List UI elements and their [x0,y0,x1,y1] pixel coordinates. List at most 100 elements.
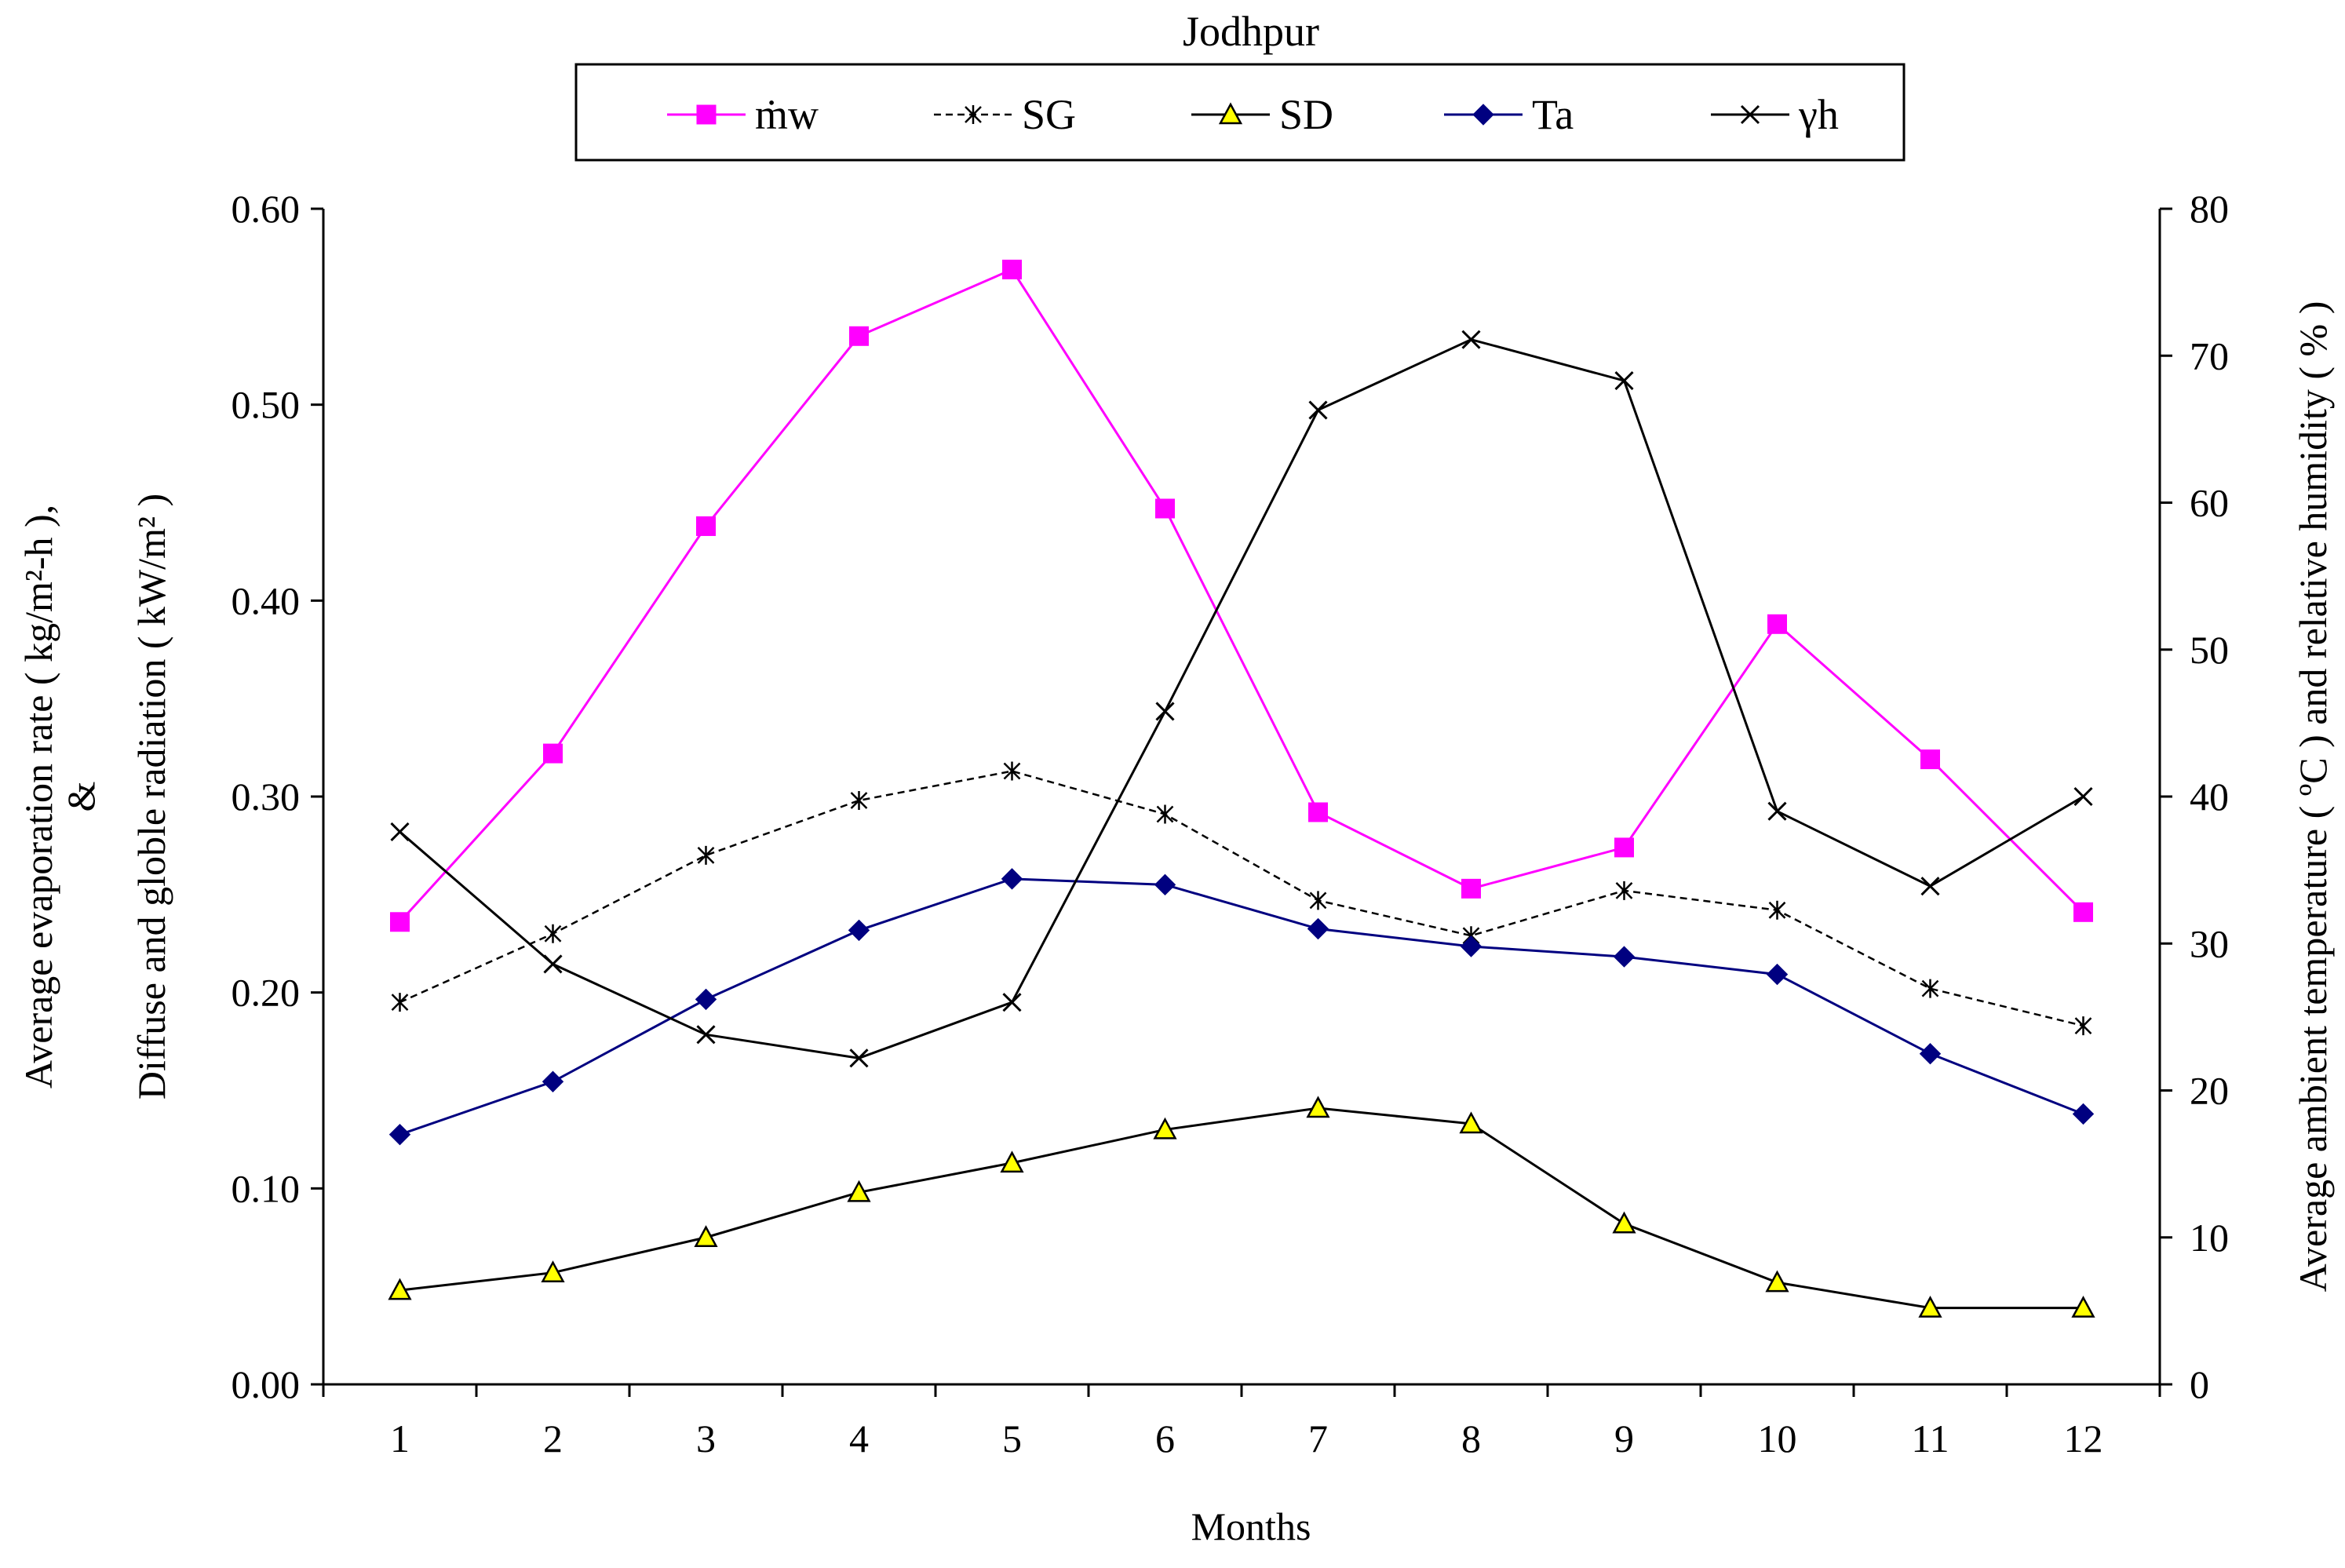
data-point [1614,371,1634,391]
data-point [1614,837,1634,858]
data-point [1309,891,1327,910]
data-point [1153,1117,1177,1140]
x-axis-title: Months [1191,1504,1311,1548]
data-point [1921,979,1939,998]
series-line [399,877,2084,1136]
left-tick-label: 0.60 [232,187,301,231]
legend-item: SD [1191,91,1333,138]
series-4 [390,330,2093,1068]
data-point [1308,400,1328,420]
legend-label: Ta [1532,91,1574,138]
x-tick-label: 9 [1614,1417,1634,1460]
series-line [399,770,2084,1027]
data-point [543,954,563,974]
legend-marker [1740,104,1760,125]
data-point [2071,1296,2095,1318]
data-point [1613,946,1636,968]
plot-frame [323,209,2160,1384]
x-tick-label: 12 [2064,1417,2103,1460]
data-point [1000,1150,1024,1173]
data-point [1765,1270,1789,1293]
left-axis-title-line1: Average evaporation rate ( kg/m²-h ), [16,505,60,1088]
legend-items: ṁw SG SD Ta γh [667,91,1839,138]
legend-item: γh [1711,91,1839,138]
plot-area: 0.000.100.200.300.400.500.60 01020304050… [232,187,2230,1460]
left-axis-title-line2: & [59,782,103,812]
data-point [543,743,563,764]
series-layer [388,259,2095,1318]
series-line [399,1107,2084,1310]
legend-marker [1472,104,1494,126]
right-tick-label: 80 [2190,187,2229,231]
data-point [2074,1016,2092,1036]
data-point [1001,868,1023,890]
data-point [1920,877,1940,896]
data-point [694,1225,718,1247]
data-point [1308,802,1328,822]
data-point [1156,804,1174,824]
legend-marker [965,105,982,124]
data-point [1155,702,1175,721]
data-point [1768,900,1786,920]
data-point [1459,1111,1483,1134]
series-line [399,268,2084,923]
x-ticks: 1 2 3 4 5 6 7 8 9 10 11 12 [322,1384,2161,1460]
data-point [544,924,562,943]
data-point [1002,993,1022,1012]
series-0 [390,259,2093,932]
data-point [696,516,716,536]
data-point [391,993,409,1012]
data-point [2073,902,2093,922]
x-tick-label: 8 [1461,1417,1481,1460]
data-point [542,1070,564,1092]
series-1 [391,761,2092,1036]
legend: ṁw SG SD Ta γh [574,63,1906,162]
right-tick-label: 70 [2190,334,2229,377]
data-point [1767,801,1787,821]
right-axis-title: Average ambient temperature ( ºC ) and r… [2291,301,2335,1293]
series-3 [388,868,2095,1146]
data-point [1307,917,1329,940]
data-point [849,326,869,346]
data-point [390,912,410,932]
data-point [2073,786,2093,807]
x-tick-label: 11 [1911,1417,1949,1460]
series-2 [388,1096,2095,1318]
data-point [1003,761,1021,781]
left-ticks: 0.00 0.10 0.20 0.30 0.40 0.50 0.60 [232,187,323,1406]
data-point [848,919,870,942]
x-tick-label: 7 [1308,1417,1328,1460]
right-tick-label: 60 [2190,481,2229,525]
right-tick-label: 20 [2190,1069,2229,1113]
x-tick-label: 6 [1155,1417,1175,1460]
data-point [1155,498,1175,519]
legend-label: SG [1022,91,1076,138]
right-ticks: 0 10 20 30 40 50 60 70 80 [2160,187,2229,1406]
data-point [1918,1296,1942,1318]
left-axis-title: Average evaporation rate ( kg/m²-h ), & … [16,494,173,1099]
data-point [697,845,715,865]
legend-marker [1218,102,1243,125]
right-tick-label: 50 [2190,628,2229,672]
x-tick-label: 5 [1002,1417,1022,1460]
data-point [696,1025,716,1045]
legend-label: ṁw [755,91,819,138]
data-point [1306,1096,1330,1118]
data-point [695,988,717,1011]
data-point [1615,881,1633,900]
x-tick-label: 4 [849,1417,869,1460]
legend-box [574,63,1906,162]
left-tick-label: 0.40 [232,578,301,622]
data-point [390,822,410,842]
legend-marker [696,104,717,125]
right-tick-label: 30 [2190,921,2229,965]
data-point [1002,259,1022,279]
data-point [1767,614,1787,634]
data-point [1766,963,1789,986]
x-tick-label: 2 [543,1417,563,1460]
legend-label: SD [1279,91,1333,138]
legend-item: ṁw [667,91,819,138]
right-tick-label: 0 [2190,1362,2209,1406]
left-tick-label: 0.20 [232,971,301,1015]
